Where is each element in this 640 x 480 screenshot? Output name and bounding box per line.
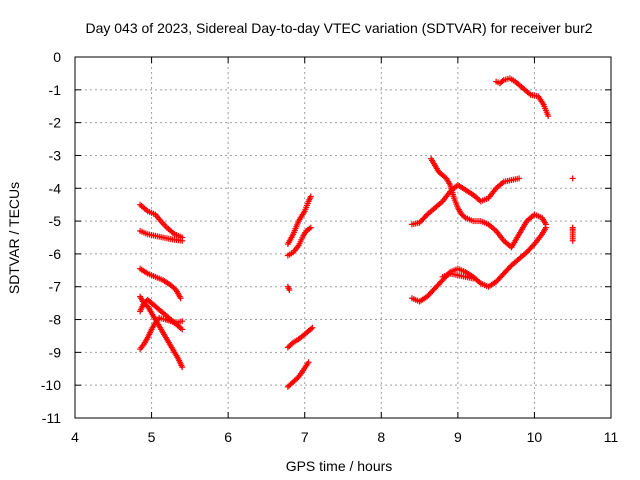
- y-tick-label: -2: [49, 115, 62, 131]
- data-point: [516, 175, 523, 182]
- y-tick-label: -8: [49, 312, 62, 328]
- y-tick-label: -10: [41, 377, 61, 393]
- data-point: [288, 340, 295, 347]
- x-tick-label: 9: [454, 429, 462, 445]
- y-tick-label: -5: [49, 213, 62, 229]
- data-point: [307, 193, 314, 200]
- data-point: [542, 224, 549, 231]
- data-point: [177, 295, 184, 302]
- data-point: [179, 237, 186, 244]
- x-axis-label: GPS time / hours: [286, 458, 393, 474]
- x-tick-label: 8: [377, 429, 385, 445]
- y-tick-label: -3: [49, 147, 62, 163]
- data-point: [461, 213, 468, 220]
- x-tick-labels: 4 5 6 7 8 9 10 11: [71, 429, 618, 445]
- x-tick-label: 6: [224, 429, 232, 445]
- x-tick-label: 7: [301, 429, 309, 445]
- chart-title: Day 043 of 2023, Sidereal Day-to-day VTE…: [85, 20, 592, 36]
- y-tick-label: 0: [53, 49, 61, 65]
- y-tick-label: -6: [49, 246, 62, 262]
- x-tick-label: 11: [604, 429, 619, 445]
- y-tick-label: -4: [49, 180, 62, 196]
- y-tick-label: -7: [49, 279, 62, 295]
- data-point: [499, 78, 506, 85]
- data-point: [569, 175, 576, 182]
- data-point: [179, 364, 186, 371]
- x-tick-label: 4: [71, 429, 79, 445]
- data-point: [286, 287, 293, 294]
- y-tick-label: -1: [49, 82, 62, 98]
- data-point: [309, 324, 316, 331]
- data-point: [470, 275, 477, 282]
- y-tick-labels: 0 -1 -2 -3 -4 -5 -6 -7 -8 -9 -10 -11: [41, 49, 61, 426]
- y-tick-label: -11: [42, 410, 61, 426]
- data-points: [137, 75, 576, 390]
- y-tick-label: -9: [49, 344, 62, 360]
- x-tick-label: 10: [527, 429, 543, 445]
- data-point: [179, 318, 186, 325]
- plot-frame: [74, 56, 612, 419]
- data-point: [569, 237, 576, 244]
- data-point: [422, 212, 429, 219]
- data-point: [545, 113, 552, 120]
- data-point: [507, 263, 514, 270]
- y-axis-label: SDTVAR / TECUs: [6, 182, 22, 294]
- x-tick-label: 5: [148, 429, 156, 445]
- data-point: [307, 224, 314, 231]
- data-point: [305, 359, 312, 366]
- data-point: [179, 326, 186, 333]
- data-point: [308, 325, 315, 332]
- data-point: [530, 242, 537, 249]
